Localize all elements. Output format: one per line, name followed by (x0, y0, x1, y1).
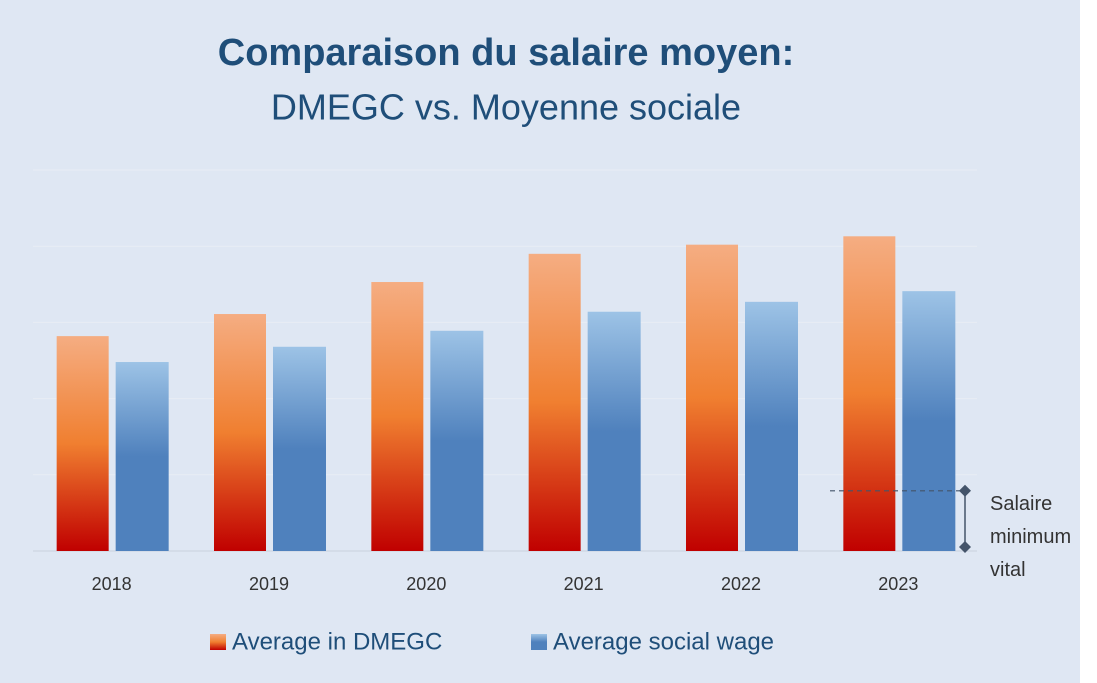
bar (273, 346, 326, 551)
x-tick-label: 2023 (878, 574, 918, 594)
annotation-text: Salaire minimum vital (990, 493, 1072, 581)
x-tick-label: 2022 (721, 574, 761, 594)
bar (902, 291, 956, 551)
bar (843, 236, 896, 551)
bar (528, 253, 581, 551)
x-tick-label: 2018 (92, 574, 132, 594)
bar (686, 244, 738, 551)
legend-label: Average in DMEGC (232, 628, 442, 655)
bar (214, 314, 266, 551)
bar (745, 301, 798, 551)
bar (587, 311, 641, 551)
bar (115, 362, 169, 551)
x-tick-label: 2021 (564, 574, 604, 594)
bar (56, 336, 109, 551)
chart-subtitle: DMEGC vs. Moyenne sociale (271, 87, 741, 128)
annotation-diamond (959, 541, 971, 553)
legend-label: Average social wage (553, 628, 774, 655)
bar (430, 330, 484, 551)
annotation-diamond (959, 484, 971, 497)
legend-swatch (210, 634, 226, 650)
bar (371, 282, 424, 551)
x-tick-label: 2020 (406, 574, 446, 594)
legend-swatch (531, 634, 547, 650)
chart-title: Comparaison du salaire moyen: (218, 32, 795, 74)
x-tick-label: 2019 (249, 574, 289, 594)
